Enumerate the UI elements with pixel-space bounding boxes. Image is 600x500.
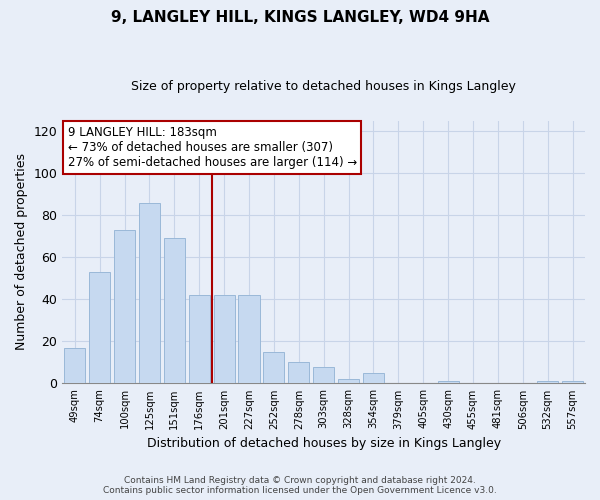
Bar xyxy=(188,295,210,384)
Bar xyxy=(214,295,235,384)
Bar xyxy=(139,202,160,384)
Bar xyxy=(562,382,583,384)
Bar xyxy=(89,272,110,384)
Bar xyxy=(114,230,135,384)
Bar xyxy=(238,295,260,384)
Bar xyxy=(363,373,384,384)
Y-axis label: Number of detached properties: Number of detached properties xyxy=(15,154,28,350)
Bar xyxy=(537,382,558,384)
Bar xyxy=(263,352,284,384)
Bar xyxy=(288,362,310,384)
Bar xyxy=(313,366,334,384)
Bar xyxy=(338,379,359,384)
Text: 9 LANGLEY HILL: 183sqm
← 73% of detached houses are smaller (307)
27% of semi-de: 9 LANGLEY HILL: 183sqm ← 73% of detached… xyxy=(68,126,357,169)
Bar xyxy=(64,348,85,384)
Bar xyxy=(437,382,458,384)
Text: 9, LANGLEY HILL, KINGS LANGLEY, WD4 9HA: 9, LANGLEY HILL, KINGS LANGLEY, WD4 9HA xyxy=(111,10,489,25)
Text: Contains HM Land Registry data © Crown copyright and database right 2024.
Contai: Contains HM Land Registry data © Crown c… xyxy=(103,476,497,495)
Bar xyxy=(164,238,185,384)
X-axis label: Distribution of detached houses by size in Kings Langley: Distribution of detached houses by size … xyxy=(146,437,501,450)
Title: Size of property relative to detached houses in Kings Langley: Size of property relative to detached ho… xyxy=(131,80,516,93)
